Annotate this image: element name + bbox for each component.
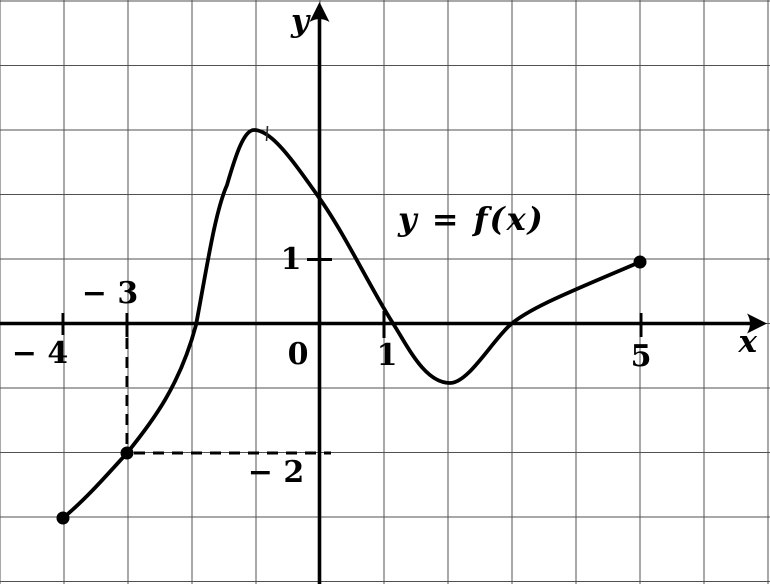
y-axis-label: y xyxy=(290,3,311,39)
y-axis-arrowhead-icon xyxy=(309,2,330,22)
marked-point-dot xyxy=(120,446,134,460)
function-curve xyxy=(61,128,642,520)
x-axis-label: x xyxy=(738,324,758,360)
tick-label-x-neg3: − 3 xyxy=(82,276,138,311)
curve-peak-tick-mark xyxy=(265,125,269,142)
origin-label: 0 xyxy=(288,337,309,372)
tick-label-x-1: 1 xyxy=(377,338,398,373)
tick-label-y-neg2: − 2 xyxy=(248,455,304,490)
tick-label-x-5: 5 xyxy=(631,339,652,374)
tick-label-y-1: 1 xyxy=(281,242,302,277)
tick-label-x-neg4: − 4 xyxy=(12,336,68,371)
x-axis-arrowhead-icon xyxy=(747,313,767,334)
endpoint-dot-left xyxy=(56,511,70,525)
equation-label: y = f(x) xyxy=(397,200,545,238)
endpoint-dot-right xyxy=(633,255,647,269)
